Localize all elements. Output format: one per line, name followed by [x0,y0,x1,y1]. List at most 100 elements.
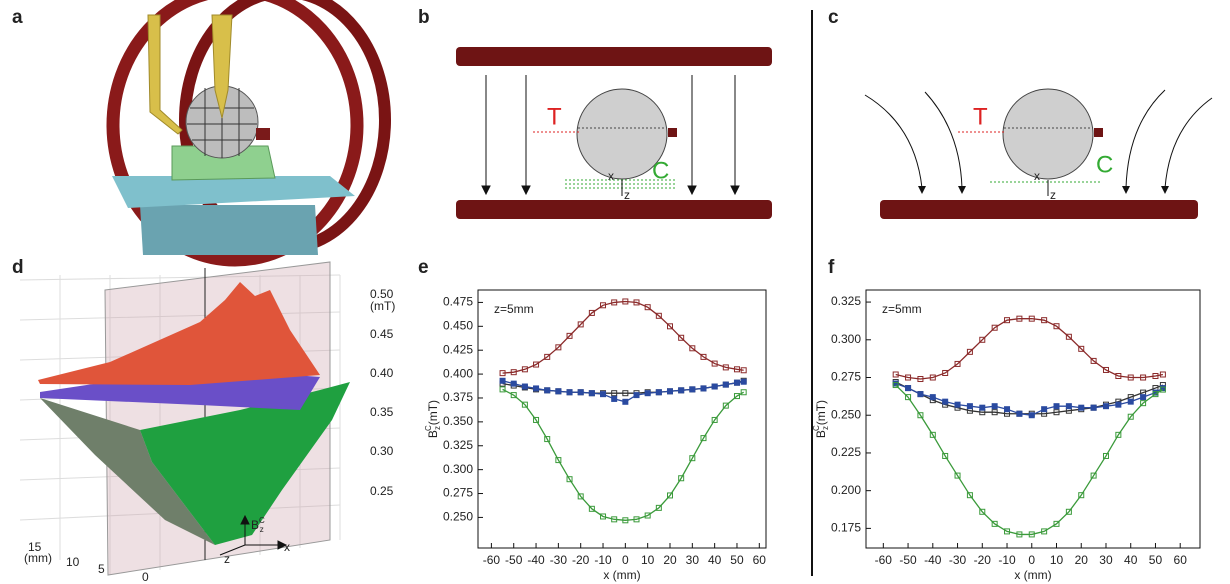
point [700,435,707,442]
y-sup: C [424,425,433,431]
point [991,324,998,331]
point [622,398,629,405]
point [1004,406,1011,413]
point [711,416,718,423]
apparatus [106,0,391,267]
point [1140,374,1147,381]
point [942,398,949,405]
point [1152,373,1159,379]
y-tick-label: 0.275 [831,370,861,384]
point [633,516,640,523]
annotation: z=5mm [882,302,922,316]
point [733,379,740,386]
point [1159,386,1166,393]
point [722,364,729,371]
depth-tick: 5 [98,562,105,576]
panel-label: f [828,257,835,278]
point [588,390,595,397]
point [711,360,718,367]
point [979,404,986,411]
point [1041,406,1048,413]
point [510,369,517,376]
panel-label: d [12,257,24,278]
point [892,382,899,389]
field-label: BC z [251,516,265,534]
label-c: C [1096,151,1113,178]
y-tick-label: 0.325 [831,294,861,308]
point [1028,315,1035,322]
point [521,401,528,408]
point [1016,315,1023,322]
plot-frame [477,289,767,549]
point [611,516,618,523]
point [611,299,618,306]
point [905,394,912,401]
point [722,402,729,409]
point [678,475,685,482]
point [611,390,618,397]
y-tick-label: 0.350 [443,414,473,428]
x-tick-label: -40 [924,553,942,567]
x-tick-label: 50 [1149,553,1163,567]
point [991,403,998,410]
point [555,388,562,395]
point [667,388,673,395]
point [929,374,936,381]
label-z: z [624,188,630,202]
point [1004,317,1011,324]
value-tick: 0.35 [370,405,394,419]
series-line [502,388,744,521]
point [1041,317,1048,324]
value-tick: 0.30 [370,444,394,458]
point [991,520,998,527]
x-axis-label: x (mm) [603,568,640,582]
label-x: x [1034,169,1040,183]
series-line [895,384,1164,536]
point [544,436,551,443]
point [1053,520,1060,527]
x-tick-label: 40 [708,553,722,567]
panel-label: b [418,7,430,28]
panel-label: e [418,257,429,278]
point [1102,452,1109,459]
axis-label: z [224,552,230,566]
point [1127,413,1134,420]
label-z: z [1050,188,1056,202]
y-tick-label: 0.300 [831,332,861,346]
point [588,309,595,316]
point [544,353,551,360]
point [566,476,573,483]
value-tick: 0.25 [370,484,394,498]
y-tick-label: 0.300 [443,462,473,476]
point [1115,401,1122,408]
x-tick-label: 60 [1174,553,1188,567]
point [588,505,595,512]
x-tick-label: 20 [663,553,677,567]
point [689,455,696,462]
point [600,513,607,520]
point [577,321,584,328]
point [644,390,651,397]
x-tick-label: -20 [572,553,590,567]
x-tick-label: -30 [949,553,967,567]
point [633,392,640,399]
panel-label: c [828,7,839,28]
point [991,409,998,416]
value-tick: 0.45 [370,327,394,341]
point [942,452,949,459]
point [1159,371,1166,378]
x-tick-label: 30 [1099,553,1113,567]
label-c: C [652,157,669,184]
point [929,431,936,438]
x-tick-label: 10 [1050,553,1064,567]
y-tick-label: 0.275 [443,486,473,500]
point [633,299,640,306]
x-tick-label: -60 [483,553,501,567]
point [1065,403,1072,410]
point [740,367,747,374]
x-tick-label: -40 [527,553,545,567]
x-tick-label: -20 [974,553,992,567]
point [905,374,912,381]
x-tick-label: 0 [622,553,629,567]
point [566,389,573,396]
